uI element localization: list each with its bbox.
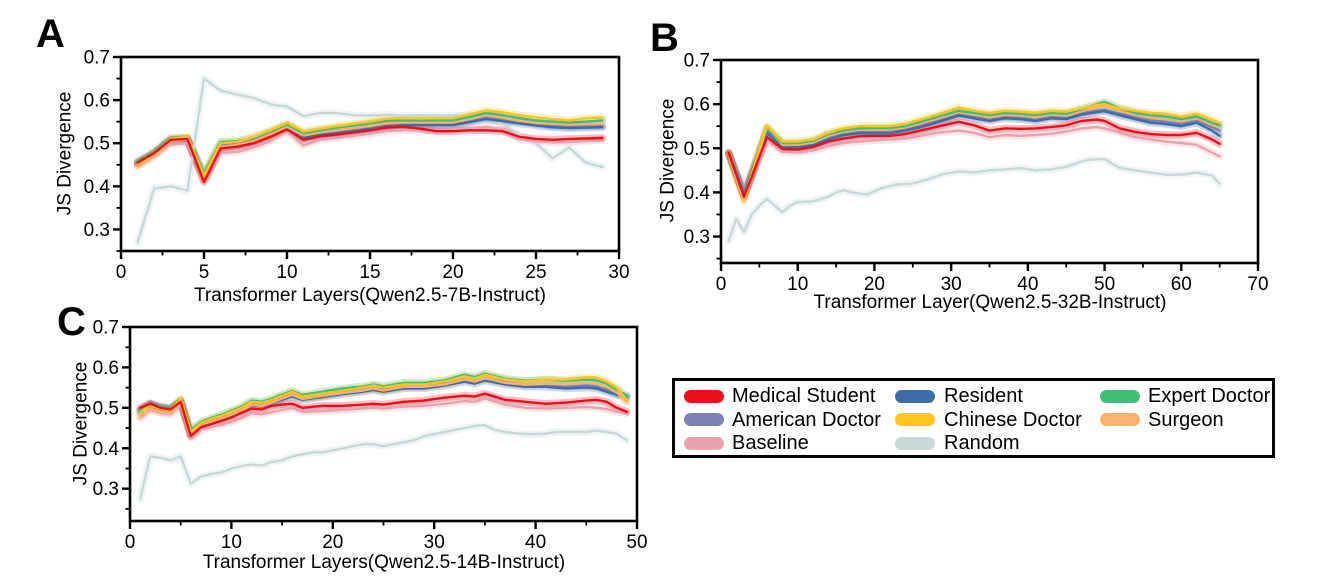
legend-label: Resident — [944, 385, 1023, 407]
y-tick-label: 0.3 — [93, 479, 119, 500]
legend-swatch-baseline — [684, 436, 724, 450]
series-line-chinese-doctor — [136, 109, 604, 177]
y-tick-label: 0.6 — [93, 358, 119, 379]
legend-label: Chinese Doctor — [944, 408, 1082, 431]
legend-swatch-resident — [895, 389, 935, 403]
panel-label-B: B — [650, 16, 679, 60]
panel-label-A: A — [36, 12, 65, 56]
y-axis-label-C: JS Divergence — [70, 361, 92, 486]
legend-label: Medical Student — [732, 385, 876, 407]
x-axis-label-A: Transformer Layers(Qwen2.5-7B-Instruct) — [194, 285, 546, 306]
legend-label: Baseline — [732, 432, 809, 454]
y-tick-label: 0.3 — [84, 220, 110, 241]
x-axis-label-C: Transformer Layers(Qwen2.5-14B-Instruct) — [202, 552, 566, 573]
x-tick-label: 20 — [442, 262, 463, 283]
series-line-resident — [727, 109, 1221, 196]
y-tick-label: 0.4 — [84, 177, 111, 198]
y-tick-label: 0.6 — [684, 95, 710, 116]
x-tick-label: 10 — [787, 274, 808, 295]
series-line-chinese-doctor — [138, 373, 629, 434]
x-tick-label: 0 — [716, 274, 727, 295]
x-tick-label: 10 — [276, 262, 297, 283]
series-line-random — [727, 157, 1221, 243]
series-line-chinese-doctor — [727, 102, 1221, 201]
y-tick-label: 0.4 — [684, 183, 711, 204]
y-tick-label: 0.4 — [93, 439, 120, 460]
axis-frame-B — [719, 58, 1260, 265]
y-tick-label: 0.3 — [684, 227, 710, 248]
legend-swatch-american-doctor — [684, 413, 724, 426]
series-line-baseline — [727, 125, 1221, 196]
x-tick-label: 50 — [626, 532, 647, 553]
x-tick-label: 20 — [864, 274, 885, 295]
y-tick-label: 0.7 — [84, 48, 110, 69]
x-tick-label: 40 — [525, 532, 546, 553]
x-tick-label: 20 — [322, 532, 343, 553]
x-tick-label: 30 — [941, 274, 962, 295]
y-tick-label: 0.6 — [84, 91, 110, 112]
x-tick-label: 60 — [1171, 274, 1192, 295]
x-tick-label: 5 — [199, 262, 210, 283]
x-tick-label: 30 — [608, 262, 629, 283]
x-tick-label: 30 — [424, 532, 445, 553]
legend-label: Random — [944, 432, 1020, 454]
x-tick-label: 0 — [125, 532, 136, 553]
legend-label: Expert Doctor — [1148, 385, 1271, 407]
y-tick-label: 0.5 — [93, 398, 119, 419]
legend-swatch-medical-student — [684, 389, 724, 403]
x-tick-label: 10 — [221, 532, 242, 553]
series-line-baseline — [138, 397, 629, 440]
legend-box: Medical Student Resident Expert Doctor Amer… — [672, 378, 1275, 458]
x-axis-label-B: Transformer Layer(Qwen2.5-32B-Instruct) — [813, 292, 1167, 313]
legend-swatch-surgeon — [1100, 413, 1140, 426]
legend-label: American Doctor — [732, 408, 881, 431]
legend-swatch-chinese-doctor — [895, 413, 935, 426]
series-band-random — [136, 421, 631, 503]
legend-swatch-random — [895, 436, 935, 450]
x-tick-label: 40 — [1017, 274, 1038, 295]
x-tick-label: 15 — [359, 262, 380, 283]
x-tick-label: 0 — [116, 262, 127, 283]
y-tick-label: 0.5 — [684, 139, 710, 160]
x-tick-label: 50 — [1094, 274, 1115, 295]
legend-label: Surgeon — [1148, 408, 1224, 431]
x-tick-label: 70 — [1247, 274, 1268, 295]
panel-label-C: C — [57, 300, 86, 344]
series-line-surgeon — [727, 104, 1221, 203]
y-tick-label: 0.5 — [84, 134, 110, 155]
y-tick-label: 0.7 — [684, 51, 710, 72]
series-line-medical-student — [136, 125, 604, 184]
y-axis-label-A: JS Divergence — [54, 91, 76, 216]
series-line-expert-doctor — [727, 100, 1221, 199]
x-tick-label: 25 — [525, 262, 546, 283]
y-axis-label-B: JS Divergence — [657, 98, 679, 223]
series-line-medical-student — [138, 392, 629, 438]
series-line-medical-student — [727, 118, 1221, 199]
legend-swatch-expert-doctor — [1100, 389, 1140, 403]
series-line-random — [138, 424, 629, 500]
y-tick-label: 0.7 — [93, 318, 119, 339]
